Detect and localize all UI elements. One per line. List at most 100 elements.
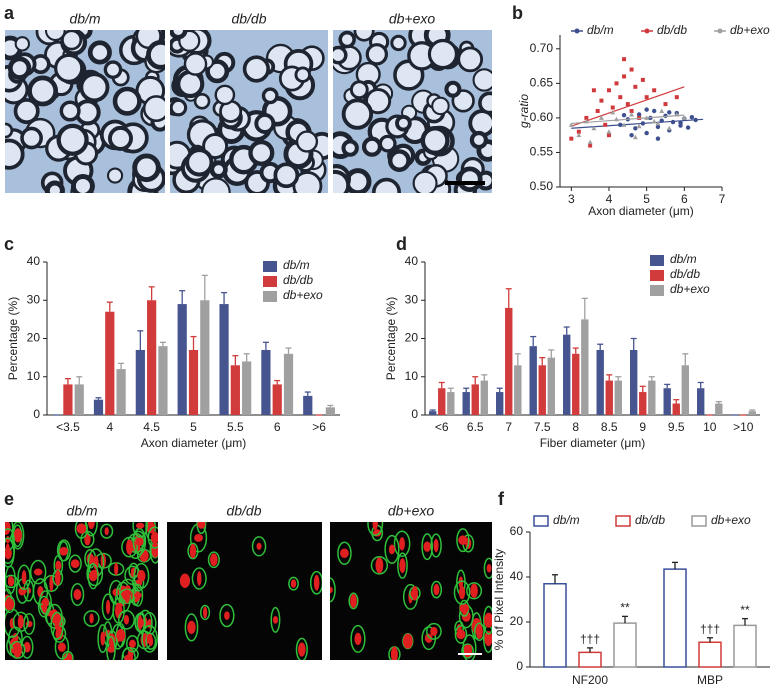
x-tick-label: 9 (639, 420, 646, 434)
point (652, 88, 657, 93)
panel-label: c (4, 234, 14, 254)
green-signal (133, 562, 150, 590)
green-signal (17, 564, 31, 591)
green-signal (425, 622, 442, 640)
green-signal (337, 541, 352, 566)
green-signal (100, 523, 114, 539)
bar (230, 365, 240, 415)
bar (663, 568, 687, 668)
bar (514, 365, 522, 415)
x-tick-label: >6 (312, 420, 326, 434)
green-signal (348, 592, 359, 610)
point (606, 133, 611, 138)
fiber (292, 170, 323, 193)
x-tick-label: 5.5 (227, 420, 244, 434)
fiber (390, 34, 407, 52)
bar (147, 300, 157, 415)
red-signal (189, 543, 197, 559)
fiber (444, 80, 462, 98)
x-tick-label: 8.5 (601, 420, 618, 434)
red-signal (105, 599, 111, 615)
fiber (341, 139, 359, 157)
point (666, 125, 672, 131)
fiber (44, 30, 66, 41)
fiber (349, 80, 369, 100)
red-signal (5, 598, 15, 611)
bar (177, 304, 187, 415)
point (588, 143, 593, 148)
point (632, 134, 638, 140)
y-tick-label: 0.65 (530, 76, 554, 90)
red-signal (54, 569, 61, 586)
point (625, 102, 630, 107)
images (5, 30, 492, 660)
x-tick-label: 5 (643, 192, 650, 206)
green-signal (219, 603, 235, 628)
green-signal (191, 567, 207, 590)
red-signal (5, 522, 11, 535)
green-signal (453, 580, 471, 605)
fiber (338, 30, 356, 49)
point (678, 120, 683, 125)
green-signal (462, 634, 477, 660)
bar (471, 384, 479, 415)
fiber (457, 46, 484, 73)
red-signal (137, 570, 146, 582)
point (621, 112, 627, 118)
bar (698, 641, 722, 668)
fiber (70, 174, 95, 193)
point (591, 125, 597, 131)
green-signal (56, 539, 71, 562)
green-signal (74, 522, 88, 539)
fiber (365, 88, 392, 115)
bar (672, 403, 680, 415)
point (636, 123, 642, 129)
green-signal (483, 557, 492, 579)
red-signal (57, 642, 66, 652)
legend-label: db+exo (283, 288, 323, 302)
legend-label: db/m (587, 23, 614, 37)
fiber (112, 86, 142, 116)
green-signal (106, 635, 116, 660)
red-signal (330, 586, 333, 594)
point (633, 126, 638, 131)
fiber (87, 40, 112, 65)
green-signal (421, 533, 434, 561)
fiber (209, 160, 228, 179)
fiber (261, 87, 279, 105)
red-signal (375, 557, 384, 574)
bar (681, 365, 689, 415)
red-signal (100, 631, 105, 646)
red-signal (135, 537, 144, 546)
micrograph (5, 30, 165, 193)
y-axis-label: % of Pixel Intensity (492, 549, 506, 650)
bar (135, 349, 145, 415)
red-signal (104, 527, 109, 536)
green-signal (68, 554, 82, 573)
fiber (294, 66, 312, 83)
red-signal (340, 548, 349, 558)
trend-line (571, 114, 685, 125)
red-signal (461, 611, 471, 622)
red-signal (63, 652, 73, 660)
fiber (106, 167, 124, 184)
red-signal (73, 588, 82, 601)
point (606, 88, 611, 93)
fiber (107, 125, 133, 151)
red-signal (13, 642, 22, 658)
bar (663, 388, 671, 415)
fiber (170, 30, 188, 40)
fiber (183, 52, 208, 76)
bar (563, 334, 571, 415)
red-signal (470, 583, 478, 598)
red-signal (484, 612, 492, 628)
fiber (142, 95, 165, 123)
point (629, 109, 634, 113)
green-signal (132, 522, 148, 538)
fiber (420, 126, 450, 156)
point (640, 77, 645, 82)
fiber (472, 68, 492, 92)
point (568, 122, 574, 127)
x-tick-label: 6.5 (467, 420, 484, 434)
red-signal (150, 531, 158, 544)
